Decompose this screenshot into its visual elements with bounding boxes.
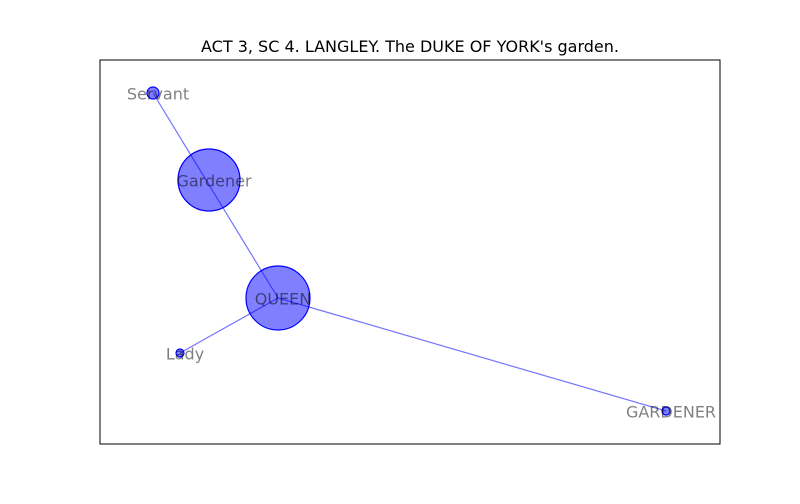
node-label-servant: Servant (127, 85, 189, 104)
node-label-queen: QUEEN (255, 290, 312, 309)
node-gardener (177, 148, 241, 212)
node-servant (146, 86, 160, 100)
node-gardener_caps (661, 406, 671, 416)
plot-frame (99, 59, 721, 445)
edge-queen-gardener_caps (277, 297, 667, 412)
nodes-layer (146, 86, 671, 416)
node-queen (245, 265, 311, 331)
node-label-lady: Lady (166, 345, 204, 364)
edges-layer (152, 92, 667, 412)
labels-layer: Servant Gardener QUEEN Lady GARDENER (127, 85, 716, 422)
node-label-gardener: Gardener (176, 172, 251, 191)
node-lady (175, 348, 185, 358)
figure-title: ACT 3, SC 4. LANGLEY. The DUKE OF YORK's… (201, 37, 619, 56)
node-label-gardener_caps: GARDENER (626, 403, 716, 422)
